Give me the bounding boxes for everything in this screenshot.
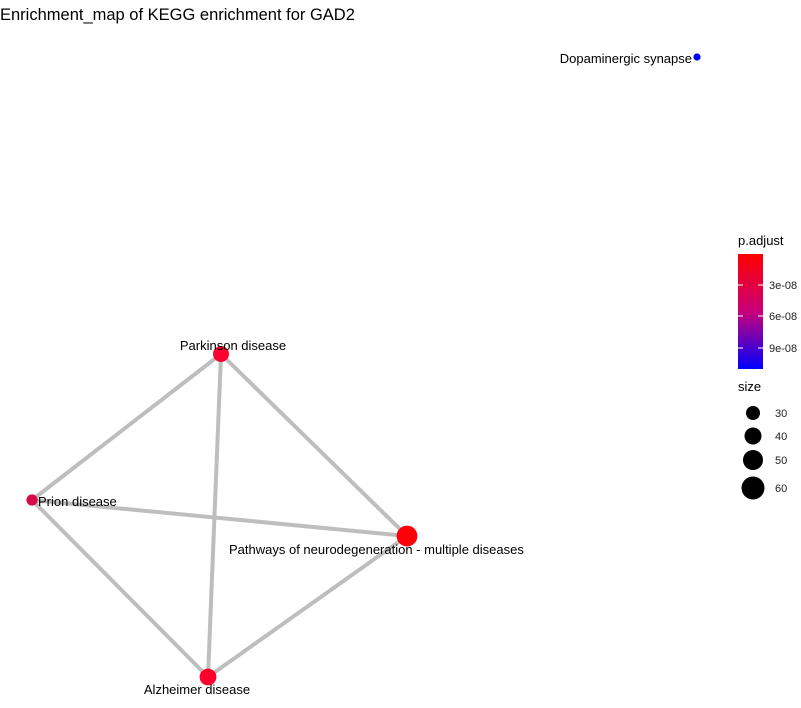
color-legend-ticks: 3e-08 6e-08 9e-08 bbox=[738, 280, 797, 355]
edge-parkinson-alzheimer bbox=[206, 353, 223, 678]
node-label-alzheimer: Alzheimer disease bbox=[144, 682, 250, 697]
edge-pathways-alzheimer bbox=[206, 534, 409, 679]
color-legend-bar bbox=[738, 254, 763, 369]
size-legend-label: 60 bbox=[775, 483, 787, 495]
size-legend-entries: 30 40 50 60 bbox=[741, 406, 787, 500]
edge-parkinson-pathways bbox=[219, 352, 409, 538]
size-legend-dot bbox=[744, 427, 762, 445]
size-legend-label: 50 bbox=[775, 455, 787, 467]
edge-prion-alzheimer bbox=[30, 498, 210, 679]
node-label-parkinson: Parkinson disease bbox=[180, 338, 286, 353]
node-label-prion: Prion disease bbox=[38, 494, 117, 509]
size-legend-dot bbox=[746, 406, 760, 420]
size-legend-label: 40 bbox=[775, 431, 787, 443]
node-parkinson bbox=[213, 346, 229, 362]
edge-parkinson-prion bbox=[30, 352, 223, 502]
node-prion bbox=[26, 494, 38, 506]
labels-layer: Dopaminergic synapse Parkinson disease Pri… bbox=[38, 51, 692, 697]
size-legend: size 30 40 50 60 bbox=[738, 379, 787, 500]
color-legend: p.adjust 3e-08 6e-08 9e-08 bbox=[738, 233, 797, 369]
size-legend-title: size bbox=[738, 379, 761, 394]
nodes-layer bbox=[26, 53, 701, 686]
color-legend-tick-label: 3e-08 bbox=[769, 280, 797, 292]
edges-layer bbox=[30, 352, 409, 679]
figure-title: Enrichment_map of KEGG enrichment for GA… bbox=[0, 6, 355, 24]
edge-prion-pathways bbox=[31, 498, 408, 538]
node-label-dopaminergic: Dopaminergic synapse bbox=[560, 51, 692, 66]
node-alzheimer bbox=[199, 668, 217, 686]
size-legend-dot bbox=[743, 450, 763, 470]
color-legend-title: p.adjust bbox=[738, 233, 784, 248]
node-label-pathways: Pathways of neurodegeneration - multiple… bbox=[229, 542, 524, 557]
color-legend-tick-label: 6e-08 bbox=[769, 311, 797, 323]
color-legend-tick-label: 9e-08 bbox=[769, 343, 797, 355]
size-legend-label: 30 bbox=[775, 408, 787, 420]
size-legend-dot bbox=[741, 476, 765, 500]
node-pathways bbox=[396, 525, 418, 547]
node-dopaminergic bbox=[693, 53, 701, 61]
